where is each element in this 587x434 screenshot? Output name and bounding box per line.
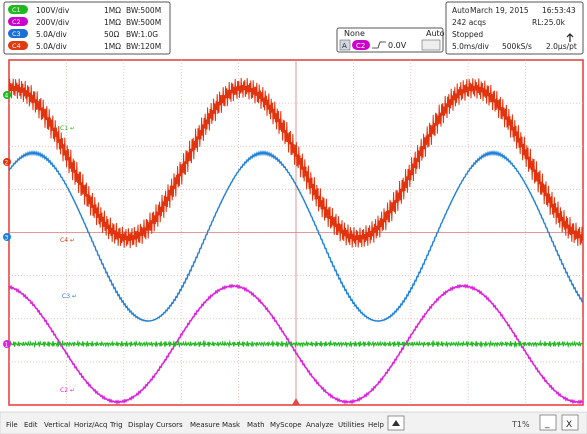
- menu-bar: [0, 411, 587, 434]
- acq-timebase: 2.0μs/pt: [546, 42, 577, 51]
- ch4-wave-label: C4 ↵: [60, 237, 75, 244]
- trigger-marker-label: A: [342, 42, 347, 50]
- ch4-waveform: [8, 77, 584, 249]
- acq-status: Stopped: [452, 30, 483, 39]
- menu-item-edit[interactable]: Edit: [24, 421, 38, 429]
- ch1-wave-label: C1 ↵: [60, 125, 75, 132]
- up-arrow-icon: [566, 33, 574, 42]
- trigger-source-badge: [352, 40, 370, 50]
- close-button[interactable]: [561, 414, 579, 431]
- channel-coupling: 50Ω: [104, 30, 120, 39]
- menu-item-cursors[interactable]: Cursors: [156, 421, 183, 429]
- trigger-level: 0.0V: [388, 41, 407, 50]
- trigger-auto-box: [421, 39, 441, 51]
- minimize-icon: _: [544, 419, 550, 429]
- menu-item-vertical[interactable]: Vertical: [44, 421, 70, 429]
- menu-item-horizacq[interactable]: Horiz/Acq: [74, 421, 107, 429]
- menu-item-utilities[interactable]: Utilities: [338, 421, 365, 429]
- channel-bandwidth: BW:120M: [126, 42, 161, 51]
- menu-item-analyze[interactable]: Analyze: [306, 421, 334, 429]
- trigger-marker: [339, 39, 351, 51]
- menu-item-mask[interactable]: Mask: [222, 421, 241, 429]
- channel-badge: [8, 29, 28, 38]
- svg-text:4: 4: [5, 93, 9, 100]
- menu-item-trig[interactable]: Trig: [109, 421, 123, 429]
- channel-badge: [8, 41, 28, 50]
- channel-id: C3: [12, 30, 21, 38]
- channel-id: C2: [12, 18, 21, 26]
- acq-sample-rate: 500kS/s: [502, 42, 532, 51]
- ch2-wave-label: C2 ↵: [60, 387, 75, 394]
- channel-scale: 200V/div: [36, 18, 70, 27]
- channel-readout-panel: [3, 1, 171, 55]
- channel-row-c3[interactable]: C3 5.0A/div 50Ω BW:1.0G: [8, 29, 158, 39]
- acq-count: 242 acqs: [452, 18, 486, 27]
- channel-bandwidth: BW:500M: [126, 18, 161, 27]
- corner-label: T1%: [511, 420, 530, 429]
- channel-scale: 5.0A/div: [36, 42, 67, 51]
- channel-row-c2[interactable]: C2 200V/div 1MΩ BW:500M: [8, 17, 161, 27]
- channel-badge: [8, 17, 28, 26]
- close-icon: X: [566, 420, 572, 430]
- ch3-wave-label: C3 ↵: [62, 293, 77, 300]
- acq-time-div: 5.0ms/div: [452, 42, 490, 51]
- acquisition-readout-panel: [445, 1, 584, 55]
- channel-coupling: 1MΩ: [104, 6, 121, 15]
- menu-item-measure[interactable]: Measure: [190, 421, 220, 429]
- trigger-position-icon: [292, 398, 300, 405]
- rising-edge-icon: [372, 41, 386, 49]
- ch2-waveform: [8, 283, 584, 405]
- triangle-up-icon: [392, 420, 400, 426]
- channel-scale: 5.0A/div: [36, 30, 67, 39]
- acq-date: March 19, 2015: [470, 6, 529, 15]
- svg-text:1: 1: [5, 342, 9, 349]
- channel-bandwidth: BW:500M: [126, 6, 161, 15]
- ch2-marker[interactable]: 1: [3, 340, 11, 349]
- menu-item-display[interactable]: Display: [128, 421, 154, 429]
- channel-badge: [8, 5, 28, 14]
- channel-id: C4: [12, 42, 21, 50]
- trigger-mode-top: None: [344, 29, 365, 38]
- channel-id: C1: [12, 6, 21, 14]
- ch3-marker[interactable]: 3: [3, 233, 11, 242]
- trigger-source-label: C2: [356, 42, 365, 50]
- channel-bandwidth: BW:1.0G: [126, 30, 158, 39]
- acq-record-length: RL:25.0k: [532, 18, 566, 27]
- svg-text:3: 3: [5, 235, 9, 242]
- menu-item-file[interactable]: File: [6, 421, 18, 429]
- menu-item-myscope[interactable]: MyScope: [270, 421, 302, 429]
- acq-mode: Auto: [452, 6, 470, 15]
- trigger-mode-label: Auto: [426, 29, 445, 38]
- channel-coupling: 1MΩ: [104, 18, 121, 27]
- graticule-grid: [9, 60, 583, 405]
- minimize-button[interactable]: [539, 414, 557, 431]
- ch1-marker[interactable]: 4: [3, 91, 11, 100]
- channel-coupling: 1MΩ: [104, 42, 121, 51]
- ch4-marker[interactable]: 2: [3, 158, 11, 167]
- channel-row-c4[interactable]: C4 5.0A/div 1MΩ BW:120M: [8, 41, 161, 51]
- channel-scale: 100V/div: [36, 6, 70, 15]
- ch1-waveform: [8, 339, 583, 349]
- ch3-waveform: [8, 149, 584, 322]
- acq-time: 16:53:43: [542, 6, 576, 15]
- menu-item-help[interactable]: Help: [368, 421, 385, 429]
- channel-row-c1[interactable]: C1 100V/div 1MΩ BW:500M: [8, 5, 161, 15]
- waveform-area: [8, 77, 584, 405]
- menu-item-math[interactable]: Math: [247, 421, 265, 429]
- svg-text:2: 2: [5, 160, 9, 167]
